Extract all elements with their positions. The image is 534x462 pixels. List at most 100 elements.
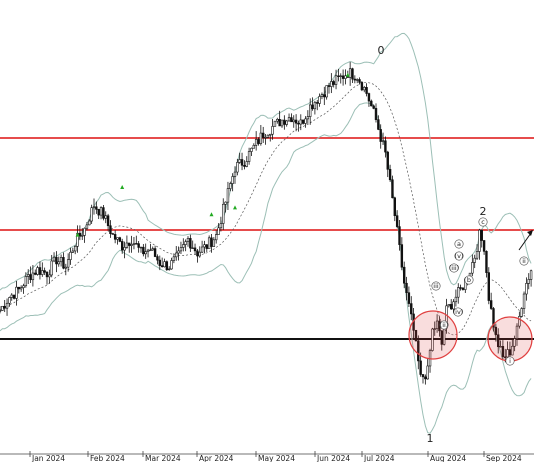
candle-body bbox=[529, 270, 533, 280]
candle-body bbox=[419, 360, 422, 375]
candle-body bbox=[175, 252, 178, 258]
candle-body bbox=[447, 304, 451, 307]
candle-body bbox=[330, 81, 333, 87]
candle-body bbox=[276, 119, 279, 122]
highlight-circle-left bbox=[408, 310, 458, 360]
wave-label-small: ii bbox=[522, 257, 526, 265]
candle-body bbox=[156, 256, 159, 261]
candle-body bbox=[372, 105, 375, 109]
wave-label-small: (ii) bbox=[440, 321, 449, 329]
candle-body bbox=[435, 320, 439, 329]
candle-body bbox=[527, 279, 530, 284]
candle-body bbox=[226, 188, 230, 203]
candle-body bbox=[250, 147, 253, 152]
candle-body bbox=[426, 365, 429, 380]
signal-marker bbox=[233, 205, 237, 210]
candle-body bbox=[287, 117, 291, 122]
candle-body bbox=[69, 251, 72, 260]
wave-label-small: i bbox=[509, 357, 511, 365]
candle-body bbox=[22, 285, 25, 288]
candle-body bbox=[492, 308, 495, 328]
candle-body bbox=[142, 246, 145, 255]
candle-body bbox=[301, 119, 305, 124]
wave-marker-circle bbox=[519, 256, 529, 266]
candle-body bbox=[95, 206, 98, 210]
candle-body bbox=[264, 137, 267, 139]
candle-body bbox=[367, 93, 371, 102]
wave-marker-circle bbox=[454, 239, 464, 249]
candle-body bbox=[266, 134, 270, 138]
candle-body bbox=[210, 237, 213, 247]
candle-body bbox=[92, 206, 96, 209]
candle-body bbox=[236, 162, 239, 173]
x-tick-label: May 2024 bbox=[258, 454, 295, 462]
candle-body bbox=[29, 274, 32, 281]
candle-body bbox=[139, 246, 143, 249]
wave-label-small: (v) bbox=[455, 252, 464, 260]
x-tick-label: Apr 2024 bbox=[199, 454, 234, 462]
candle-body bbox=[74, 246, 77, 252]
candle-body bbox=[377, 119, 380, 130]
candle-body bbox=[224, 201, 227, 205]
x-tick-label: Jul 2024 bbox=[363, 454, 395, 462]
candle-body bbox=[285, 120, 288, 125]
highlight-circle-right bbox=[487, 316, 533, 362]
candle-body bbox=[363, 87, 366, 91]
candle-body bbox=[506, 349, 509, 358]
signal-marker bbox=[75, 232, 80, 237]
signal-marker bbox=[345, 72, 350, 77]
bollinger-lower-band bbox=[0, 102, 532, 434]
candle-body bbox=[186, 238, 190, 242]
candle-body bbox=[421, 374, 425, 378]
candle-body bbox=[48, 274, 51, 278]
candle-body bbox=[153, 248, 157, 257]
candle-body bbox=[8, 297, 11, 304]
candle-body bbox=[106, 215, 110, 227]
candle-body bbox=[144, 251, 147, 255]
candle-body bbox=[459, 287, 462, 289]
candle-body bbox=[121, 241, 124, 251]
candle-body bbox=[471, 262, 474, 274]
candle-body bbox=[280, 119, 284, 127]
candle-body bbox=[118, 237, 122, 242]
candle-body bbox=[320, 94, 324, 97]
candle-body bbox=[402, 266, 406, 284]
candle-body bbox=[511, 345, 514, 356]
candle-body bbox=[168, 268, 171, 271]
candle-body bbox=[257, 139, 260, 144]
candle-body bbox=[381, 140, 385, 142]
wave-marker-circle bbox=[454, 251, 464, 261]
candle-body bbox=[414, 329, 418, 342]
candle-body bbox=[370, 100, 373, 107]
candle-body bbox=[334, 75, 338, 85]
candle-body bbox=[43, 270, 46, 273]
candle-body bbox=[109, 225, 112, 234]
candle-body bbox=[243, 165, 246, 167]
candle-body bbox=[269, 133, 272, 136]
projection-arrow-head bbox=[527, 230, 533, 236]
candle-body bbox=[90, 207, 93, 222]
x-tick-label: Mar 2024 bbox=[145, 454, 181, 462]
candle-body bbox=[290, 117, 293, 123]
candle-body bbox=[66, 259, 70, 268]
candle-body bbox=[1, 305, 4, 311]
candle-body bbox=[508, 349, 512, 356]
candle-body bbox=[297, 122, 300, 125]
candle-body bbox=[125, 242, 129, 248]
wave-marker-circle bbox=[478, 217, 488, 227]
candle-body bbox=[233, 171, 237, 177]
candle-body bbox=[431, 328, 434, 351]
candle-body bbox=[504, 356, 507, 358]
candle-body bbox=[327, 85, 331, 87]
wave-marker-circle bbox=[453, 307, 463, 317]
candle-body bbox=[325, 85, 328, 98]
candle-body bbox=[41, 270, 44, 275]
candle-body bbox=[104, 215, 107, 219]
candle-body bbox=[130, 244, 133, 246]
candle-body bbox=[501, 346, 505, 358]
candle-body bbox=[259, 132, 263, 144]
candle-body bbox=[308, 104, 312, 117]
candle-body bbox=[78, 232, 82, 237]
candles bbox=[0, 62, 533, 385]
candle-body bbox=[215, 234, 218, 241]
